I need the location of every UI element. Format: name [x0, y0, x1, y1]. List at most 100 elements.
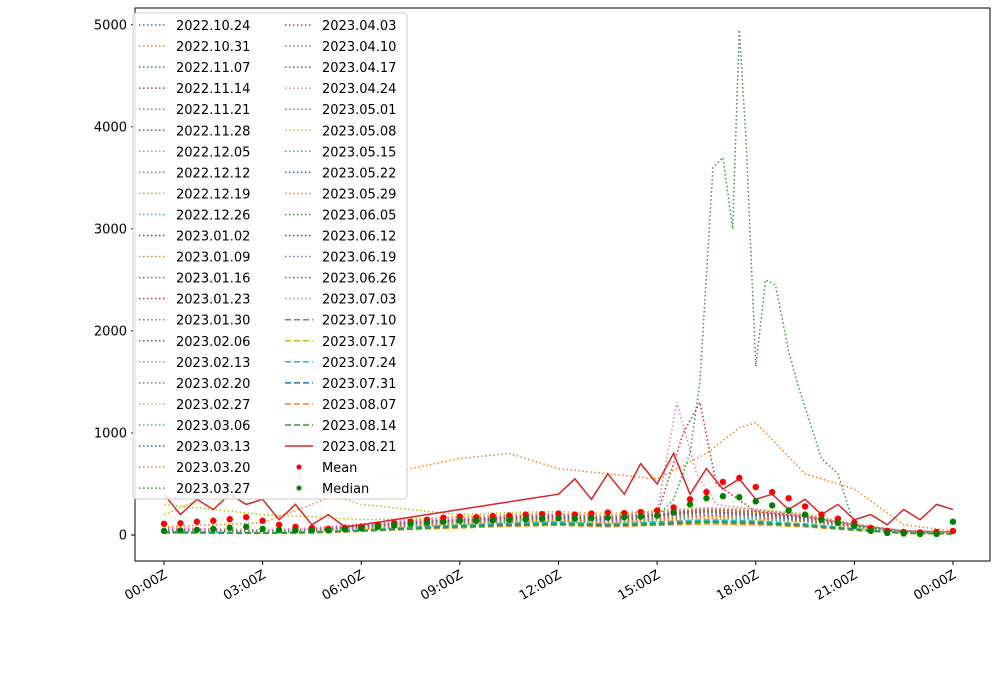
- legend-label-2023-06-12: 2023.06.12: [322, 230, 396, 245]
- x-tick-label: 21:00Z: [813, 567, 861, 603]
- legend-box: [132, 12, 408, 500]
- point-mean: [588, 510, 595, 517]
- point-mean: [686, 496, 694, 503]
- legend-label-2022-11-07: 2022.11.07: [176, 61, 250, 76]
- point-median: [703, 495, 710, 502]
- legend-label-2023-03-20: 2023.03.20: [176, 461, 250, 476]
- legend-label-2023-04-03: 2023.04.03: [322, 19, 396, 34]
- legend-label-2023-08-21: 2023.08.21: [322, 440, 396, 455]
- point-mean: [736, 474, 743, 482]
- point-median: [588, 514, 595, 522]
- point-median: [275, 526, 283, 534]
- legend-label-2023-06-19: 2023.06.19: [322, 251, 396, 266]
- legend-label-2023-07-17: 2023.07.17: [322, 335, 396, 350]
- legend-label-2023-03-27: 2023.03.27: [176, 482, 250, 497]
- legend-label-2023-07-10: 2023.07.10: [322, 314, 396, 329]
- point-mean: [242, 513, 250, 521]
- point-median: [867, 527, 875, 535]
- legend-label-2023-04-17: 2023.04.17: [322, 61, 396, 76]
- point-median: [226, 524, 233, 532]
- y-tick-label: 5000: [94, 18, 127, 33]
- legend-label-2023-07-03: 2023.07.03: [322, 293, 396, 308]
- point-median: [604, 514, 612, 521]
- y-tick-label: 1000: [94, 426, 127, 441]
- point-median: [358, 525, 365, 532]
- legend-label-median: Median: [322, 482, 369, 497]
- legend-label-2023-05-29: 2023.05.29: [322, 187, 396, 202]
- x-tick-label: 18:00Z: [714, 567, 762, 603]
- legend-label-2023-03-06: 2023.03.06: [176, 419, 250, 434]
- legend: 2022.10.24 2022.10.31 2022.11.07 2022.11.14…: [132, 12, 408, 500]
- point-median: [818, 516, 825, 523]
- point-median: [489, 517, 496, 524]
- x-tick-label: 00:00Z: [122, 567, 170, 603]
- legend-marker-mean: [296, 464, 302, 470]
- point-mean: [637, 508, 644, 516]
- point-mean: [522, 511, 529, 518]
- legend-label-2022-11-21: 2022.11.21: [176, 103, 250, 118]
- y-tick-label: 3000: [94, 222, 127, 237]
- legend-label-2022-12-26: 2022.12.26: [176, 208, 250, 223]
- legend-label-2023-04-24: 2023.04.24: [322, 82, 396, 97]
- legend-label-2023-06-05: 2023.06.05: [322, 208, 396, 223]
- legend-label-2023-01-16: 2023.01.16: [176, 272, 250, 287]
- point-median: [538, 515, 546, 522]
- series-line-2023-08-21: [163, 451, 954, 528]
- legend-label-2022-10-31: 2022.10.31: [176, 40, 250, 55]
- point-median: [785, 507, 792, 514]
- point-median: [308, 527, 316, 534]
- point-mean: [555, 510, 562, 517]
- legend-label-2022-12-05: 2022.12.05: [176, 145, 250, 160]
- legend-label-2023-02-20: 2023.02.20: [176, 377, 250, 392]
- x-tick-label: 12:00Z: [517, 567, 565, 603]
- legend-marker-median: [296, 485, 302, 491]
- point-median: [341, 526, 349, 533]
- legend-label-2023-02-06: 2023.02.06: [176, 335, 250, 350]
- series-median: [160, 493, 957, 538]
- y-tick-label: 0: [119, 529, 127, 544]
- legend-label-2023-07-24: 2023.07.24: [322, 356, 396, 371]
- point-median: [374, 523, 381, 531]
- y-tick-label: 4000: [94, 120, 127, 135]
- point-median: [242, 523, 250, 531]
- point-median: [884, 529, 891, 537]
- point-median: [390, 522, 398, 529]
- legend-label-2023-03-13: 2023.03.13: [176, 440, 250, 455]
- point-median: [621, 513, 628, 521]
- x-tick-label: 15:00Z: [615, 567, 663, 603]
- legend-label-2022-10-24: 2022.10.24: [176, 19, 250, 34]
- legend-label-2023-05-15: 2023.05.15: [322, 145, 396, 160]
- point-median: [160, 527, 168, 535]
- legend-label-2023-01-30: 2023.01.30: [176, 314, 250, 329]
- point-mean: [259, 517, 266, 524]
- legend-label-2023-05-01: 2023.05.01: [322, 103, 396, 118]
- point-median: [259, 525, 266, 533]
- point-mean: [785, 495, 792, 502]
- point-median: [571, 515, 579, 522]
- series-line-2022-12-19: [163, 503, 954, 533]
- legend-label-2023-01-23: 2023.01.23: [176, 293, 250, 308]
- point-median: [325, 527, 332, 534]
- point-median: [834, 519, 842, 526]
- x-tick-label: 03:00Z: [221, 567, 269, 603]
- point-median: [555, 514, 562, 522]
- series-line-2023-06-05: [163, 29, 954, 534]
- point-median: [637, 513, 644, 520]
- point-mean: [703, 488, 710, 496]
- point-mean: [193, 518, 201, 525]
- legend-label-2023-01-09: 2023.01.09: [176, 251, 250, 266]
- legend-label-2022-12-19: 2022.12.19: [176, 187, 250, 202]
- point-median: [670, 509, 677, 516]
- point-median: [407, 520, 414, 527]
- point-median: [423, 519, 431, 526]
- point-median: [193, 526, 201, 534]
- point-median: [916, 530, 924, 538]
- point-mean: [719, 478, 727, 486]
- legend-label-2023-01-02: 2023.01.02: [176, 230, 250, 245]
- point-mean: [768, 488, 776, 496]
- point-median: [456, 517, 464, 524]
- point-median: [210, 525, 217, 533]
- point-median: [851, 522, 858, 530]
- chart-marks: [160, 29, 957, 538]
- x-tick-label: 06:00Z: [320, 567, 368, 603]
